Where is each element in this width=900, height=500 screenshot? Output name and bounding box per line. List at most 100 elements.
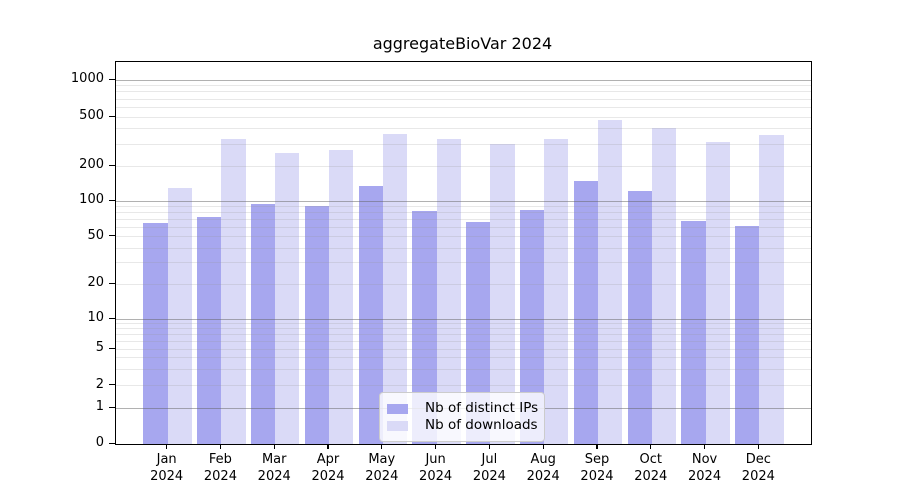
x-tick-mark (381, 444, 383, 449)
y-tick-mark (109, 384, 115, 386)
x-tick-mark (596, 444, 598, 449)
gridline (116, 328, 811, 330)
gridline (116, 218, 811, 220)
bar-downloads-jan (167, 187, 192, 444)
x-tick-label: Oct 2024 (634, 452, 668, 484)
legend-swatch-distinct-ips (387, 403, 408, 414)
grid-layer (116, 62, 811, 444)
gridline (116, 85, 811, 87)
x-tick-label: Mar 2024 (257, 452, 291, 484)
y-tick-label: 20 (87, 275, 104, 290)
x-tick-label: May 2024 (365, 452, 399, 484)
bar-ips-nov (681, 220, 706, 444)
bar-downloads-aug (544, 139, 569, 444)
gridline (116, 340, 811, 342)
gridline (116, 262, 811, 264)
gridline (116, 143, 811, 145)
x-tick-label: Apr 2024 (311, 452, 345, 484)
gridline (116, 368, 811, 370)
legend-label: Nb of downloads (425, 417, 538, 433)
gridline (116, 226, 811, 228)
bar-downloads-sep (597, 120, 623, 444)
x-tick-mark (703, 444, 706, 449)
bar-ips-jan (143, 223, 168, 444)
gridline (116, 348, 811, 350)
y-tick-mark (109, 442, 115, 444)
gridline (116, 357, 811, 359)
y-tick-label: 100 (79, 192, 104, 207)
gridline (116, 211, 811, 213)
gridline (116, 333, 811, 335)
bar-downloads-nov (705, 141, 730, 444)
x-tick-label: Jan 2024 (150, 452, 184, 484)
x-tick-mark (542, 444, 544, 449)
gridline (116, 323, 811, 325)
gridline (116, 91, 811, 93)
x-tick-label: Dec 2024 (741, 452, 775, 484)
bar-downloads-mar (275, 153, 300, 444)
bar-downloads-oct (651, 128, 676, 444)
y-tick-label: 50 (87, 227, 104, 243)
gridline (116, 236, 811, 237)
y-tick-label: 10 (87, 310, 104, 325)
gridline (116, 247, 811, 249)
x-tick-mark (219, 444, 222, 449)
y-tick-mark (109, 78, 115, 80)
gridline (116, 165, 811, 167)
y-tick-label: 1000 (70, 71, 104, 86)
bar-ips-may (358, 185, 383, 444)
y-tick-mark (109, 115, 115, 117)
gridline (116, 79, 811, 81)
bar-downloads-feb (221, 138, 246, 444)
gridline (116, 283, 811, 285)
y-tick-mark (109, 235, 115, 237)
x-tick-mark (273, 444, 275, 449)
x-tick-label: Feb 2024 (203, 452, 237, 484)
legend-swatch-downloads (387, 420, 408, 431)
gridline (116, 385, 811, 386)
x-tick-label: Sep 2024 (580, 452, 614, 484)
legend-item-distinct-ips: Nb of distinct IPs (387, 400, 539, 416)
gridline (116, 128, 811, 130)
bar-ips-mar (251, 203, 276, 444)
gridline (116, 106, 811, 108)
bar-ips-feb (197, 217, 222, 444)
legend: Nb of distinct IPs Nb of downloads (379, 392, 545, 442)
chart-title: aggregateBioVar 2024 (372, 34, 553, 53)
y-tick-mark (109, 282, 115, 284)
x-tick-mark (435, 444, 437, 449)
y-tick-mark (109, 317, 115, 319)
x-tick-mark (650, 444, 652, 449)
bar-ips-sep (573, 180, 598, 444)
y-tick-mark (109, 164, 115, 166)
x-tick-label: Jun 2024 (419, 452, 453, 484)
bar-downloads-apr (329, 150, 354, 444)
x-tick-label: Nov 2024 (688, 452, 722, 484)
plot-area (115, 61, 812, 445)
x-tick-label: Aug 2024 (526, 452, 560, 484)
y-tick-mark (109, 199, 115, 201)
x-tick-mark (166, 444, 168, 449)
legend-item-downloads: Nb of downloads (387, 417, 538, 433)
y-tick-mark (109, 347, 115, 349)
legend-label: Nb of distinct IPs (425, 400, 539, 416)
x-tick-label: Jul 2024 (472, 452, 506, 484)
bar-downloads-dec (759, 134, 784, 444)
x-tick-mark (488, 444, 490, 449)
gridline (116, 98, 811, 100)
y-tick-label: 2 (95, 376, 104, 392)
x-tick-mark (327, 444, 329, 449)
x-tick-mark (757, 444, 759, 449)
y-tick-label: 5 (95, 340, 104, 355)
bar-ips-apr (304, 205, 329, 444)
y-tick-label: 0 (95, 435, 104, 450)
y-tick-mark (109, 406, 115, 408)
gridline (116, 318, 811, 320)
gridline (116, 116, 811, 118)
y-tick-label: 500 (79, 108, 104, 123)
gridline (116, 200, 811, 202)
gridline (116, 205, 811, 207)
y-tick-label: 1 (95, 399, 104, 414)
y-tick-label: 200 (79, 157, 104, 172)
